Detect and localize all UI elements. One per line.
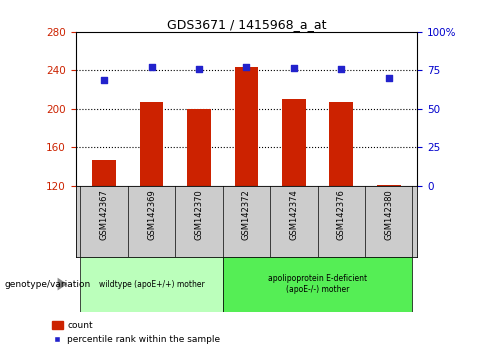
Point xyxy=(195,67,203,72)
Bar xyxy=(140,102,163,186)
Polygon shape xyxy=(58,278,67,290)
Bar xyxy=(282,99,306,186)
Text: genotype/variation: genotype/variation xyxy=(5,280,91,289)
Bar xyxy=(92,160,116,186)
Text: GSM142380: GSM142380 xyxy=(384,189,393,240)
Text: apolipoprotein E-deficient
(apoE-/-) mother: apolipoprotein E-deficient (apoE-/-) mot… xyxy=(268,274,367,294)
Text: wildtype (apoE+/+) mother: wildtype (apoE+/+) mother xyxy=(99,280,204,289)
Legend: count, percentile rank within the sample: count, percentile rank within the sample xyxy=(48,318,224,348)
Bar xyxy=(329,102,353,186)
Title: GDS3671 / 1415968_a_at: GDS3671 / 1415968_a_at xyxy=(167,18,326,31)
Point xyxy=(337,67,345,72)
Point xyxy=(243,64,250,69)
Bar xyxy=(81,257,223,312)
Bar xyxy=(223,257,412,312)
Text: GSM142369: GSM142369 xyxy=(147,189,156,240)
Text: GSM142367: GSM142367 xyxy=(100,189,109,240)
Text: GSM142374: GSM142374 xyxy=(289,189,298,240)
Point xyxy=(100,77,108,83)
Bar xyxy=(377,185,401,186)
Bar xyxy=(235,68,258,186)
Text: GSM142376: GSM142376 xyxy=(337,189,346,240)
Text: GSM142370: GSM142370 xyxy=(195,189,203,240)
Text: GSM142372: GSM142372 xyxy=(242,189,251,240)
Point xyxy=(385,75,393,81)
Bar xyxy=(187,109,211,186)
Point xyxy=(290,65,298,71)
Point xyxy=(148,65,156,70)
